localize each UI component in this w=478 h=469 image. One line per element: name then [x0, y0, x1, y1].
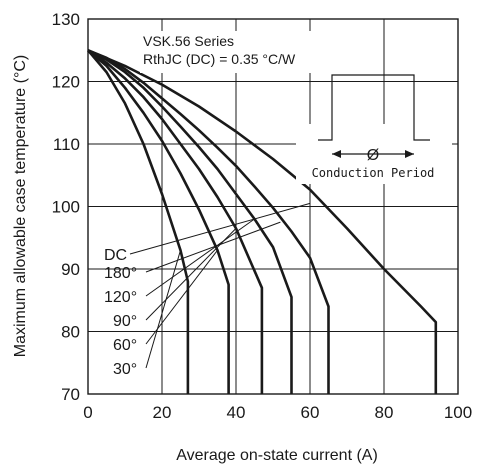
series-annotation: VSK.56 Series	[143, 33, 234, 49]
curve-label-layer: DC 180° 120° 90° 60° 30°	[104, 247, 137, 378]
y-tick-label: 80	[61, 323, 80, 342]
y-tick-label: 110	[53, 135, 80, 154]
y-tick-label: 120	[52, 73, 80, 92]
leader-layer	[129, 202, 311, 369]
grid-layer	[87, 18, 459, 395]
y-tick-label: 100	[52, 198, 80, 217]
curve-90	[87, 49, 264, 394]
leader-line	[145, 218, 255, 297]
rth-annotation: RthJC (DC) = 0.35 °C/W	[143, 51, 296, 67]
conduction-inset: Ø Conduction Period	[296, 74, 452, 184]
leader-line	[145, 228, 237, 321]
x-axis-title: Average on-state current (A)	[176, 447, 378, 464]
curve-label-90: 90°	[113, 313, 137, 330]
inset-waveform	[318, 74, 430, 141]
y-tick-label: 70	[61, 385, 80, 404]
curve-label-30: 30°	[113, 361, 137, 378]
curve-60	[87, 49, 230, 394]
x-tick-label: 100	[444, 403, 472, 422]
leader-line	[145, 250, 181, 369]
annotation-background	[140, 31, 340, 73]
x-tick-label: 60	[301, 403, 320, 422]
inset-arrow-right	[405, 150, 414, 158]
curve-180	[87, 49, 330, 394]
inset-phase-symbol: Ø	[367, 147, 379, 164]
y-tick-label: 130	[52, 10, 80, 29]
x-tick-label: 80	[375, 403, 394, 422]
curve-30	[87, 49, 190, 394]
plot-frame	[87, 18, 459, 395]
leader-line	[145, 221, 281, 273]
curve-label-60: 60°	[113, 337, 137, 354]
curve-120	[87, 49, 293, 394]
y-axis-title: Maximum allowable case temperature (°C)	[12, 55, 29, 358]
curve-dc	[87, 49, 438, 394]
curve-layer	[87, 49, 438, 394]
tick-layer: 0 20 40 60 80 100 70 80 90 100 110 120 130	[52, 10, 473, 422]
curve-label-180: 180°	[104, 265, 137, 282]
curve-label-120: 120°	[104, 289, 137, 306]
curve-label-dc: DC	[104, 247, 127, 264]
x-tick-label: 40	[227, 403, 246, 422]
inset-label: Conduction Period	[312, 166, 435, 180]
leader-line	[129, 202, 311, 255]
y-tick-label: 90	[61, 260, 80, 279]
x-tick-label: 20	[153, 403, 172, 422]
x-tick-label: 0	[83, 403, 92, 422]
inset-arrow-left	[332, 150, 341, 158]
